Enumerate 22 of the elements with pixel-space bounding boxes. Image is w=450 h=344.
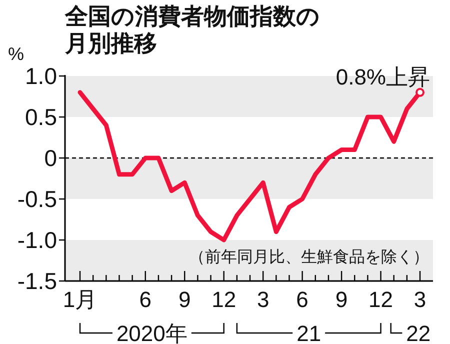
annotation: （前年同月比、生鮮食品を除く） [189,248,429,266]
y-tick-label: 1.0 [25,63,57,89]
chart-title: 全国の消費者物価指数の月別推移 [64,3,320,56]
text: 22 [406,321,431,344]
x-tick-label: 9 [335,287,348,312]
annotation: 0.8%上昇 [336,64,430,90]
y-tick-label: -1.0 [17,227,57,253]
x-tick-label: 9 [178,287,191,312]
text: 21 [296,321,322,344]
text: 2020年 [116,321,188,344]
x-tick-label: 1月 [62,287,98,312]
x-tick-label: 3 [414,287,426,312]
x-tick-label: 6 [296,287,308,312]
y-axis-title: % [8,44,24,64]
x-tick-label: 12 [368,287,394,312]
y-tick-label: 0.5 [25,104,57,130]
x-tick-label: 12 [212,287,236,312]
y-tick-label: 0 [44,145,57,171]
x-tick-label: 6 [139,287,152,312]
y-tick-label: -0.5 [17,186,57,212]
x-tick-label: 3 [256,287,270,312]
y-tick-label: -1.5 [17,268,57,294]
